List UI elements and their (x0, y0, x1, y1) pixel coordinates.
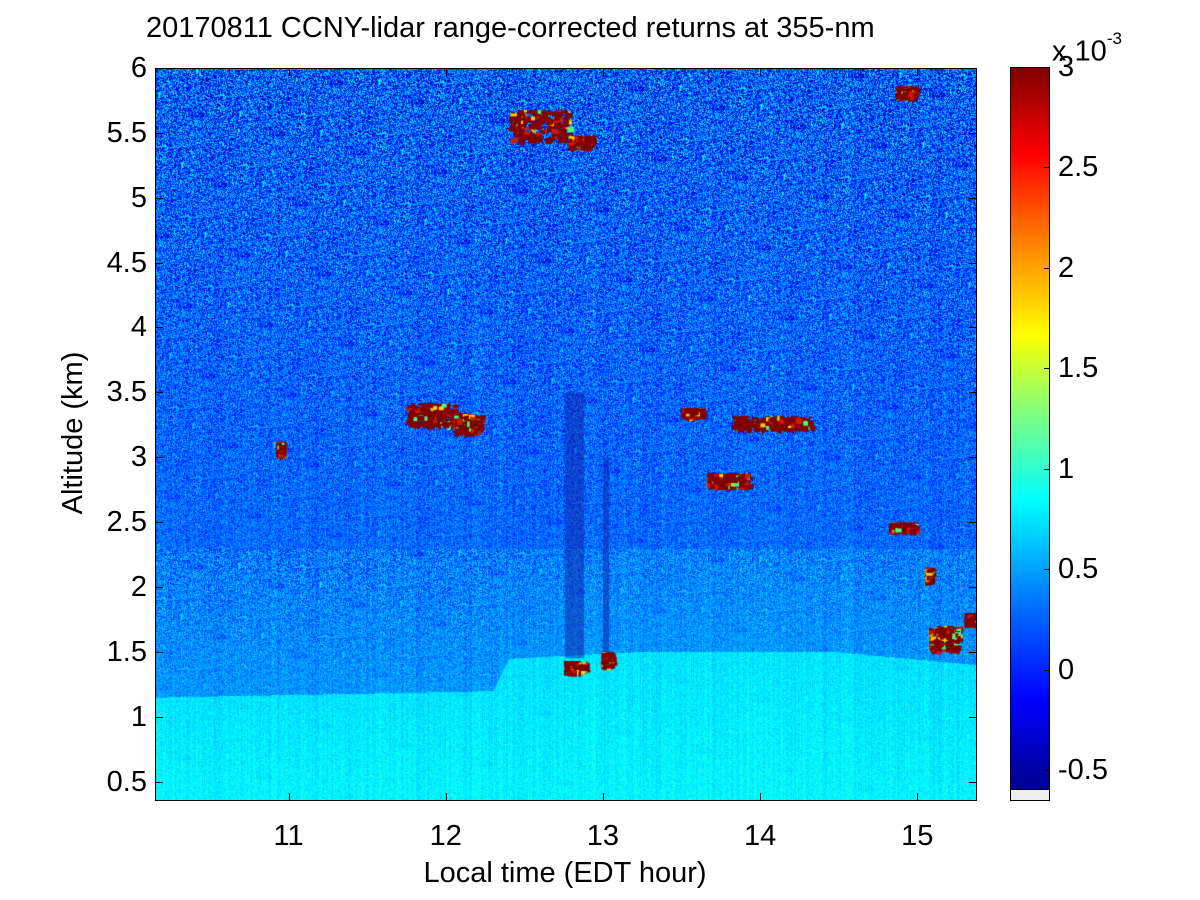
x-tick-label: 12 (429, 820, 462, 852)
y-tick-label: 2.5 (106, 506, 147, 539)
y-tick-label: 1 (130, 700, 147, 733)
y-tick-mark (155, 781, 163, 783)
y-tick-mark (969, 68, 977, 69)
colorbar-underflow-swatch (1010, 790, 1050, 801)
x-tick-mark (917, 793, 919, 801)
x-tick-label: 11 (273, 820, 304, 852)
x-tick-label: 14 (743, 820, 777, 852)
colorbar-tick-label: 2 (1058, 251, 1075, 284)
colorbar-exponent-base: x 10 (1052, 35, 1107, 68)
x-tick-mark (445, 793, 447, 801)
colorbar-exponent-power: -3 (1106, 29, 1122, 48)
colorbar-tick-label: 3 (1058, 51, 1075, 83)
x-tick-mark (288, 68, 290, 76)
y-axis-title: Altitude (km) (57, 351, 89, 515)
y-tick-mark (155, 197, 163, 199)
y-tick-mark (155, 327, 163, 329)
y-tick-label: 3.5 (106, 376, 147, 409)
x-axis-title: Local time (EDT hour) (423, 857, 707, 889)
x-tick-mark (602, 68, 604, 76)
colorbar-tick-mark (1044, 769, 1050, 771)
colorbar-tick-mark (1044, 468, 1050, 470)
colorbar-tick-mark (1044, 67, 1050, 68)
y-tick-mark (969, 197, 977, 199)
chart-title: 20170811 CCNY-lidar range-corrected retu… (146, 12, 875, 44)
colorbar-tick-label: 1 (1058, 452, 1075, 485)
colorbar-tick-label: 1.5 (1058, 352, 1099, 385)
colorbar-tick-label: 0 (1058, 653, 1075, 686)
x-tick-mark (917, 68, 919, 76)
y-tick-mark (155, 651, 163, 653)
x-tick-mark (445, 68, 447, 76)
x-tick-mark (760, 793, 762, 801)
colorbar (1010, 67, 1050, 790)
y-tick-mark (969, 262, 977, 264)
colorbar-tick-label: -0.5 (1058, 753, 1108, 786)
y-tick-mark (155, 68, 163, 69)
y-tick-mark (969, 781, 977, 783)
colorbar-tick-label: 0.5 (1058, 553, 1099, 586)
y-tick-mark (969, 586, 977, 588)
y-tick-label: 4.5 (106, 246, 147, 279)
y-tick-mark (969, 327, 977, 329)
heatmap-plot-area (155, 68, 977, 801)
y-tick-label: 1.5 (106, 635, 147, 668)
y-tick-mark (969, 392, 977, 394)
y-tick-label: 4 (130, 311, 147, 344)
y-tick-label: 0.5 (106, 765, 147, 798)
colorbar-exponent: x 10-3 (1052, 29, 1122, 68)
y-tick-label: 2 (130, 570, 147, 603)
y-tick-mark (155, 522, 163, 524)
y-tick-label: 6 (130, 52, 147, 84)
y-tick-mark (969, 522, 977, 524)
colorbar-tick-mark (1044, 167, 1050, 169)
colorbar-tick-label: 2.5 (1058, 151, 1099, 184)
y-tick-mark (155, 262, 163, 264)
y-tick-mark (155, 392, 163, 394)
y-tick-mark (969, 457, 977, 459)
colorbar-tick-mark (1044, 569, 1050, 571)
x-tick-label: 15 (901, 820, 934, 852)
y-tick-mark (969, 716, 977, 718)
y-tick-label: 5 (130, 181, 147, 214)
x-tick-mark (602, 793, 604, 801)
colorbar-tick-mark (1044, 368, 1050, 370)
y-tick-mark (155, 132, 163, 134)
y-tick-mark (155, 586, 163, 588)
colorbar-tick-mark (1044, 267, 1050, 269)
x-tick-label: 13 (586, 820, 620, 852)
y-tick-label: 3 (130, 441, 147, 474)
x-tick-mark (288, 793, 290, 801)
y-tick-mark (969, 651, 977, 653)
y-tick-label: 5.5 (106, 116, 147, 149)
y-tick-mark (969, 132, 977, 134)
y-tick-mark (155, 716, 163, 718)
colorbar-tick-mark (1044, 669, 1050, 671)
y-tick-mark (155, 457, 163, 459)
x-tick-mark (760, 68, 762, 76)
